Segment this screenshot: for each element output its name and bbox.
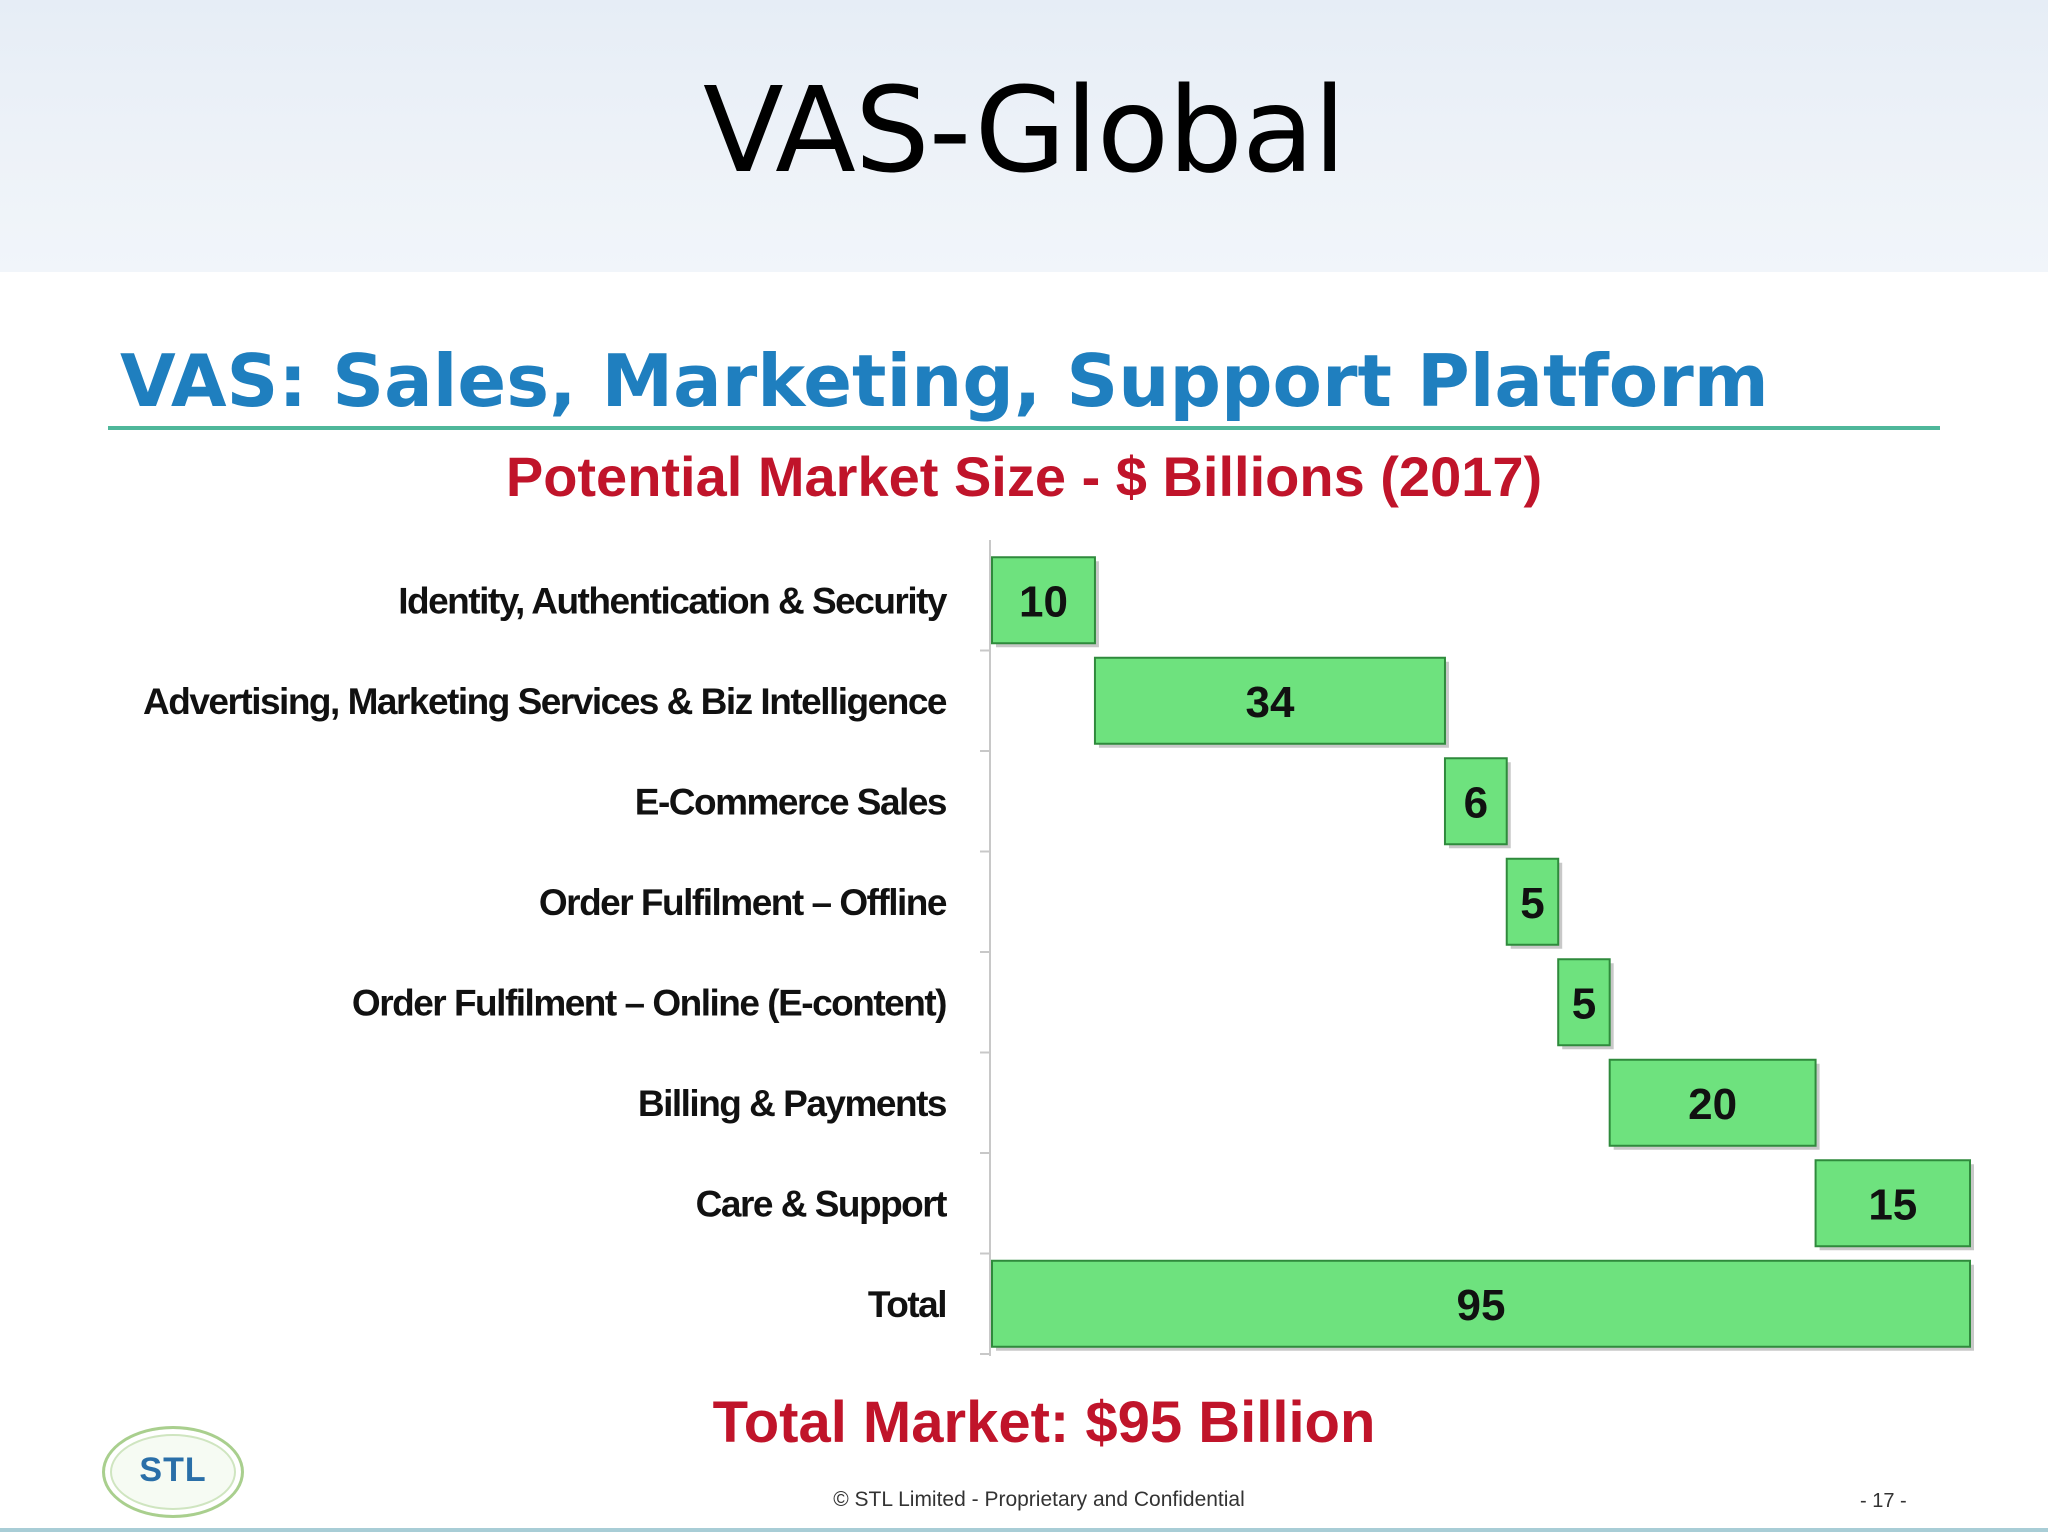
bar [991, 1259, 1971, 1348]
category-label: Total [868, 1284, 946, 1325]
bar [1443, 757, 1508, 846]
bar-value-label: 20 [1688, 1080, 1737, 1129]
bottom-rule [0, 1528, 2048, 1532]
bar [1093, 656, 1446, 745]
bar-value-label: 95 [1457, 1281, 1506, 1330]
total-market-banner: Total Market: $95 Billion [712, 1390, 1376, 1455]
page-number: - 17 - [1860, 1490, 1907, 1512]
copyright-notice: © STL Limited - Proprietary and Confiden… [833, 1488, 1245, 1511]
category-label: Advertising, Marketing Services & Biz In… [143, 681, 947, 722]
category-label: Order Fulfilment – Online (E-content) [352, 982, 946, 1023]
bar-value-label: 15 [1868, 1180, 1917, 1229]
category-label: Billing & Payments [638, 1083, 947, 1124]
bar [1505, 857, 1560, 946]
bar [1814, 1159, 1972, 1248]
category-label: E-Commerce Sales [635, 781, 947, 822]
bar-value-label: 34 [1245, 678, 1294, 727]
infographic-heading: VAS: Sales, Marketing, Support Platform [120, 339, 1769, 423]
bar-value-label: 6 [1464, 778, 1488, 827]
bar-value-label: 10 [1019, 577, 1068, 626]
slide-title: VAS-Global [702, 61, 1346, 199]
category-label: Care & Support [696, 1183, 948, 1224]
chart-subtitle: Potential Market Size - $ Billions (2017… [505, 445, 1543, 508]
bar-value-label: 5 [1572, 979, 1596, 1028]
category-label: Order Fulfilment – Offline [539, 882, 947, 923]
category-label: Identity, Authentication & Security [398, 580, 948, 621]
title-banner [0, 0, 2048, 272]
stl-logo: STL [102, 1426, 244, 1518]
bar [1557, 958, 1611, 1047]
heading-underline [108, 426, 1940, 430]
logo-text: STL [139, 1451, 207, 1489]
bar [991, 556, 1096, 645]
bar [1608, 1058, 1817, 1147]
bar-value-label: 5 [1520, 879, 1544, 928]
